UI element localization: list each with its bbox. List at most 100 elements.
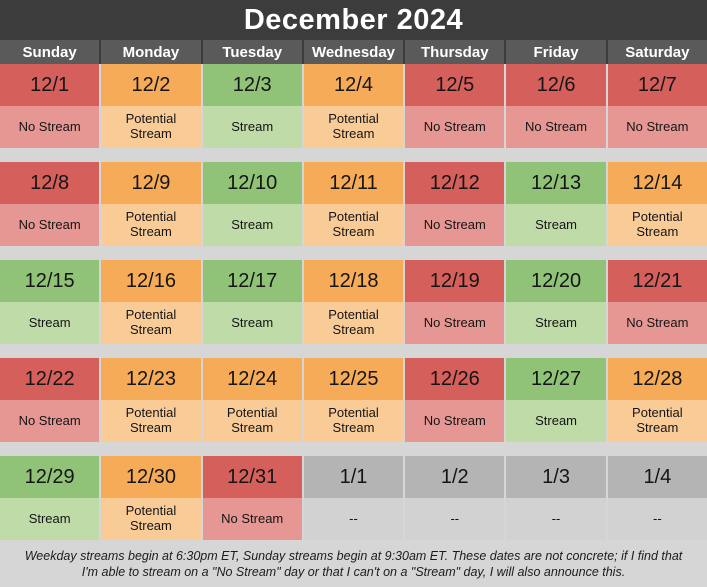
date-label: 12/8 xyxy=(0,162,100,204)
weekday-header: Sunday xyxy=(0,40,100,64)
date-label: 12/16 xyxy=(101,260,201,302)
weekday-header: Thursday xyxy=(405,40,505,64)
date-label: 12/31 xyxy=(202,456,302,498)
day-cell: 12/7 No Stream xyxy=(607,64,707,148)
date-label: 1/4 xyxy=(607,456,707,498)
day-cell: 12/31 No Stream xyxy=(202,456,302,540)
date-label: 12/23 xyxy=(101,358,201,400)
status-label: Potential Stream xyxy=(303,302,404,344)
date-label: 1/2 xyxy=(405,456,505,498)
status-label: Stream xyxy=(506,400,606,442)
calendar-weeks: 12/1 No Stream 12/2 Potential Stream 12/3 Str… xyxy=(0,64,707,540)
day-cell: 12/25 Potential Stream xyxy=(303,358,404,442)
week-row: 12/29 Stream 12/30 Potential Stream 12/31 No … xyxy=(0,456,707,540)
date-label: 12/4 xyxy=(303,64,404,106)
status-label: No Stream xyxy=(506,106,606,148)
status-label: Potential Stream xyxy=(303,106,404,148)
status-label: No Stream xyxy=(0,106,100,148)
status-label: No Stream xyxy=(405,302,505,344)
day-cell: 12/27 Stream xyxy=(506,358,606,442)
weekday-header: Monday xyxy=(101,40,201,64)
day-cell: 12/21 No Stream xyxy=(607,260,707,344)
day-cell: 12/13 Stream xyxy=(506,162,606,246)
status-label: -- xyxy=(607,498,707,540)
date-label: 12/7 xyxy=(607,64,707,106)
day-cell: 12/17 Stream xyxy=(202,260,302,344)
day-cell: 1/2 -- xyxy=(405,456,505,540)
week-row: 12/8 No Stream 12/9 Potential Stream 12/10 St… xyxy=(0,162,707,246)
status-label: Stream xyxy=(506,302,606,344)
day-cell: 12/4 Potential Stream xyxy=(303,64,404,148)
status-label: Stream xyxy=(0,498,100,540)
date-label: 1/1 xyxy=(303,456,404,498)
day-cell: 12/29 Stream xyxy=(0,456,100,540)
day-cell: 1/4 -- xyxy=(607,456,707,540)
status-label: Potential Stream xyxy=(202,400,302,442)
date-label: 12/10 xyxy=(202,162,302,204)
weekday-header: Friday xyxy=(506,40,606,64)
date-label: 12/18 xyxy=(303,260,404,302)
date-label: 12/13 xyxy=(506,162,606,204)
status-label: No Stream xyxy=(0,400,100,442)
day-cell: 1/3 -- xyxy=(506,456,606,540)
status-label: Potential Stream xyxy=(303,204,404,246)
status-label: No Stream xyxy=(405,204,505,246)
status-label: Potential Stream xyxy=(101,400,201,442)
date-label: 1/3 xyxy=(506,456,606,498)
status-label: Potential Stream xyxy=(101,302,201,344)
status-label: Potential Stream xyxy=(607,400,707,442)
day-cell: 12/20 Stream xyxy=(506,260,606,344)
status-label: Stream xyxy=(0,302,100,344)
status-label: -- xyxy=(405,498,505,540)
status-label: -- xyxy=(303,498,404,540)
day-cell: 12/6 No Stream xyxy=(506,64,606,148)
status-label: No Stream xyxy=(405,106,505,148)
date-label: 12/22 xyxy=(0,358,100,400)
day-cell: 12/14 Potential Stream xyxy=(607,162,707,246)
status-label: No Stream xyxy=(0,204,100,246)
status-label: Potential Stream xyxy=(101,498,201,540)
day-cell: 12/11 Potential Stream xyxy=(303,162,404,246)
date-label: 12/28 xyxy=(607,358,707,400)
date-label: 12/3 xyxy=(202,64,302,106)
status-label: Potential Stream xyxy=(101,106,201,148)
day-cell: 12/18 Potential Stream xyxy=(303,260,404,344)
status-label: Potential Stream xyxy=(607,204,707,246)
weekday-header: Tuesday xyxy=(202,40,302,64)
date-label: 12/15 xyxy=(0,260,100,302)
footer-line-1: Weekday streams begin at 6:30pm ET, Sund… xyxy=(24,549,683,563)
date-label: 12/6 xyxy=(506,64,606,106)
date-label: 12/30 xyxy=(101,456,201,498)
week-row: 12/1 No Stream 12/2 Potential Stream 12/3 Str… xyxy=(0,64,707,148)
day-cell: 12/1 No Stream xyxy=(0,64,100,148)
week-row: 12/22 No Stream 12/23 Potential Stream 12/24… xyxy=(0,358,707,442)
weekday-header: Saturday xyxy=(607,40,707,64)
day-cell: 12/26 No Stream xyxy=(405,358,505,442)
date-label: 12/17 xyxy=(202,260,302,302)
weekday-header: Wednesday xyxy=(303,40,404,64)
day-cell: 12/10 Stream xyxy=(202,162,302,246)
date-label: 12/21 xyxy=(607,260,707,302)
day-cell: 12/22 No Stream xyxy=(0,358,100,442)
day-cell: 12/5 No Stream xyxy=(405,64,505,148)
date-label: 12/27 xyxy=(506,358,606,400)
status-label: No Stream xyxy=(202,498,302,540)
status-label: -- xyxy=(506,498,606,540)
footer-line-2: I'm able to stream on a "No Stream" day … xyxy=(81,565,626,579)
status-label: No Stream xyxy=(607,106,707,148)
day-cell: 1/1 -- xyxy=(303,456,404,540)
week-row: 12/15 Stream 12/16 Potential Stream 12/17 Str… xyxy=(0,260,707,344)
status-label: Potential Stream xyxy=(101,204,201,246)
date-label: 12/26 xyxy=(405,358,505,400)
footer-note: Weekday streams begin at 6:30pm ET, Sund… xyxy=(0,548,707,580)
date-label: 12/25 xyxy=(303,358,404,400)
date-label: 12/20 xyxy=(506,260,606,302)
date-label: 12/29 xyxy=(0,456,100,498)
title-band: December 2024 xyxy=(0,0,707,40)
status-label: No Stream xyxy=(405,400,505,442)
date-label: 12/14 xyxy=(607,162,707,204)
day-cell: 12/3 Stream xyxy=(202,64,302,148)
weekday-header-row: Sunday Monday Tuesday Wednesday Thursday Frid… xyxy=(0,40,707,64)
day-cell: 12/2 Potential Stream xyxy=(101,64,201,148)
